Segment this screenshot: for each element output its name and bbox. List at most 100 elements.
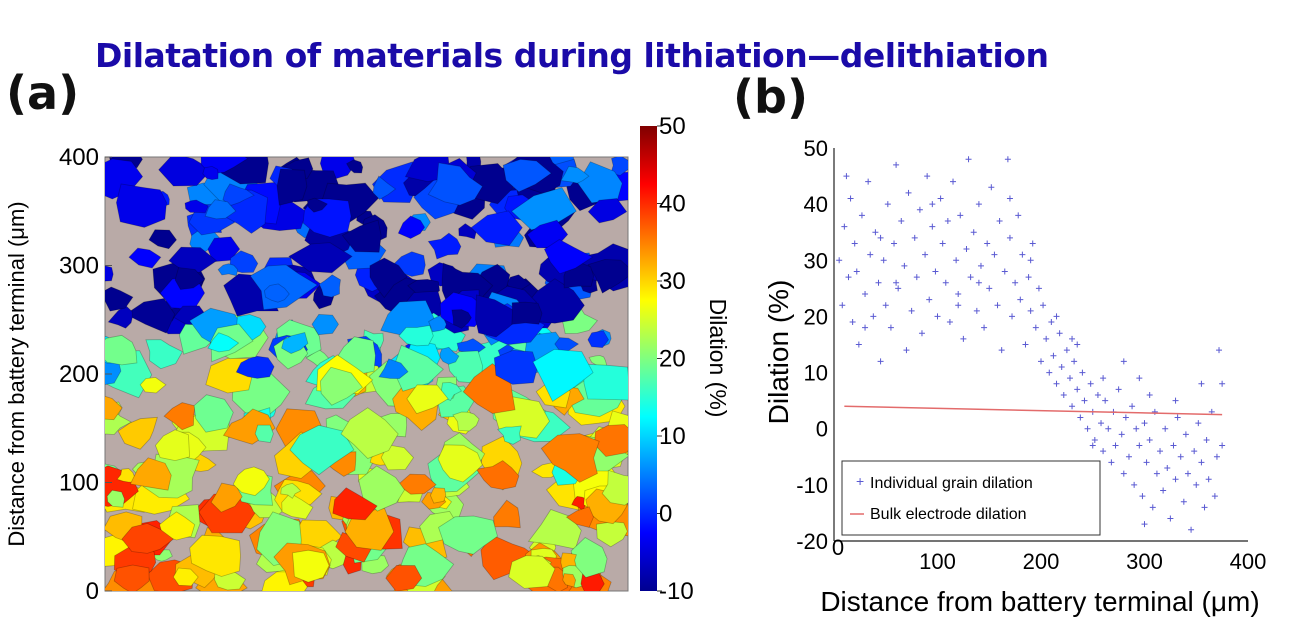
grain-dilation-point bbox=[1133, 425, 1140, 432]
grain-dilation-point bbox=[1025, 274, 1032, 281]
grain-dilation-point bbox=[1131, 481, 1138, 488]
grain bbox=[154, 429, 191, 462]
grain-dilation-point bbox=[996, 217, 1003, 224]
panel-b-x-tick-label: 100 bbox=[919, 549, 956, 574]
grain bbox=[332, 487, 378, 521]
panel-b-label: (b) bbox=[733, 70, 808, 124]
panel-b-y-tick-label: 30 bbox=[804, 248, 828, 273]
grain-dilation-point bbox=[893, 161, 900, 168]
grain bbox=[148, 229, 178, 250]
grain bbox=[451, 309, 472, 329]
grain-dilation-point bbox=[1157, 448, 1164, 455]
grain-dilation-point bbox=[1219, 380, 1226, 387]
grain-dilation-point bbox=[1004, 156, 1011, 163]
grain-dilation-point bbox=[891, 240, 898, 247]
grain bbox=[475, 460, 520, 490]
grain bbox=[587, 330, 609, 349]
grain-dilation-point bbox=[1006, 195, 1013, 202]
grain-dilation-point bbox=[1027, 257, 1034, 264]
grain bbox=[346, 159, 364, 174]
grain-dilation-point bbox=[984, 240, 991, 247]
grain-dilation-point bbox=[905, 189, 912, 196]
grain-dilation-point bbox=[981, 324, 988, 331]
grain bbox=[554, 337, 580, 352]
grain bbox=[184, 199, 209, 214]
grain bbox=[527, 509, 582, 550]
grain-dilation-point bbox=[1136, 375, 1143, 382]
colorbar-tick-label: 10 bbox=[659, 423, 686, 450]
grain-dilation-point bbox=[1201, 504, 1208, 511]
grain-dilation-point bbox=[1191, 448, 1198, 455]
grain bbox=[139, 376, 167, 394]
grain bbox=[493, 349, 538, 385]
grain-dilation-point bbox=[1149, 504, 1156, 511]
colorbar-ticks: -10 0 10 20 30 40 50 bbox=[657, 113, 694, 605]
grain-dilation-point bbox=[1006, 234, 1013, 241]
grain bbox=[288, 242, 353, 274]
legend-label-line: Bulk electrode dilation bbox=[870, 506, 1027, 523]
grain-dilation-point bbox=[1050, 352, 1057, 359]
grain-dilation-point bbox=[1038, 358, 1044, 365]
grain-dilation-point bbox=[1182, 431, 1189, 438]
grain bbox=[582, 363, 628, 401]
grain bbox=[189, 534, 241, 577]
grain bbox=[508, 555, 556, 589]
grain bbox=[496, 425, 522, 445]
panel-b-axes: -20 -10 0 10 20 30 40 50 100 200 300 400 0 bbox=[796, 136, 1266, 574]
grain-dilation-point bbox=[1043, 335, 1050, 342]
grain bbox=[587, 198, 628, 224]
grain-dilation-point bbox=[918, 330, 925, 337]
grain bbox=[217, 263, 239, 277]
grain-dilation-point bbox=[975, 201, 982, 208]
grain-dilation-point bbox=[946, 319, 953, 326]
grain bbox=[429, 487, 447, 504]
grain bbox=[105, 286, 134, 312]
grain-dilation-point bbox=[1040, 302, 1047, 309]
grain bbox=[511, 301, 543, 325]
grain-dilation-point bbox=[862, 290, 869, 297]
grain-dilation-point bbox=[1141, 420, 1148, 427]
grain-dilation-point bbox=[882, 302, 889, 309]
grain-dilation-point bbox=[908, 307, 915, 314]
legend: + Individual grain dilation Bulk electro… bbox=[841, 460, 1101, 536]
panel-b-x-tick-label: 400 bbox=[1230, 549, 1267, 574]
grain bbox=[318, 274, 341, 298]
grain-dilation-point bbox=[1077, 414, 1084, 421]
grain-dilation-point bbox=[1058, 363, 1065, 370]
grain-dilation-point bbox=[1102, 397, 1109, 404]
grain-dilation-point bbox=[903, 347, 910, 354]
grain-dilation-point bbox=[855, 341, 862, 348]
grain bbox=[565, 506, 594, 528]
grain bbox=[113, 564, 150, 591]
grain-dilation-point bbox=[1022, 341, 1029, 348]
colorbar-tick-label: 50 bbox=[659, 113, 686, 140]
grain-dilation-point bbox=[1017, 296, 1024, 303]
grain-dilation-point bbox=[1046, 369, 1053, 376]
panel-b-y-tick-label: 0 bbox=[816, 417, 828, 442]
panel-a-label: (a) bbox=[6, 66, 80, 120]
grain-dilation-point bbox=[973, 307, 980, 314]
grain-dilation-point bbox=[1136, 442, 1143, 449]
grain bbox=[458, 223, 477, 240]
colorbar-tick-label: 30 bbox=[659, 268, 686, 295]
grain-dilation-point bbox=[865, 178, 872, 185]
grain bbox=[502, 158, 552, 193]
grain bbox=[204, 199, 237, 220]
grain-dilation-point bbox=[955, 302, 962, 309]
grain-dilation-point bbox=[944, 217, 951, 224]
panel-b-x-axis-label: Distance from battery terminal (μm) bbox=[820, 586, 1259, 617]
grain-dilation-point bbox=[1053, 380, 1060, 387]
grain-dilation-point bbox=[957, 212, 964, 219]
grain bbox=[105, 265, 114, 282]
grain-dilation-point bbox=[1108, 459, 1115, 466]
grain-map bbox=[105, 157, 628, 591]
grain bbox=[610, 157, 628, 176]
grain-dilation-point bbox=[911, 234, 918, 241]
grain-dilation-point bbox=[1019, 251, 1026, 258]
grain-dilation-point bbox=[975, 279, 982, 286]
grain bbox=[193, 394, 234, 433]
grain bbox=[595, 521, 628, 548]
grain-dilation-point bbox=[870, 313, 877, 320]
grain bbox=[372, 175, 397, 200]
grain bbox=[117, 416, 158, 450]
